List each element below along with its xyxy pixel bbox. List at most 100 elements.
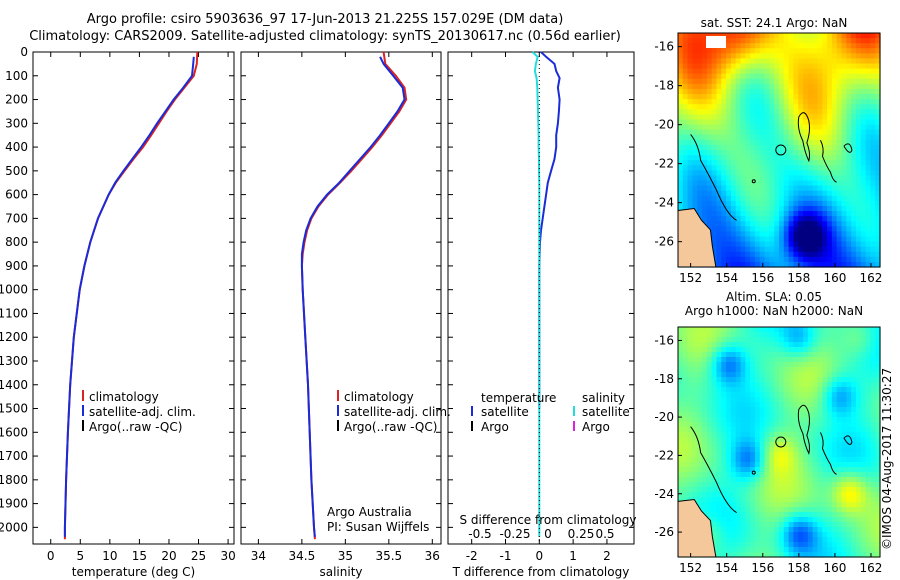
sla-map-cell: [841, 537, 847, 543]
sla-map-cell: [865, 447, 871, 453]
sla-map-cell: [831, 442, 838, 448]
sla-map-cell: [759, 462, 766, 468]
sla-map-cell: [827, 537, 833, 543]
sst-map-cell: [692, 78, 698, 85]
sla-map-cell: [745, 497, 751, 503]
sla-map-cell: [769, 402, 775, 408]
sst-map-cell: [817, 180, 823, 187]
sla-map-cell: [745, 342, 751, 348]
sla-map-cell: [740, 372, 746, 378]
temperature-profile-xtick-label: 5: [76, 549, 84, 563]
sst-map-cell: [711, 190, 718, 197]
sla-map-cell: [793, 462, 799, 468]
sla-map-cell: [841, 547, 847, 553]
sst-map-cell: [793, 129, 799, 136]
sla-map-cell: [735, 402, 742, 408]
sla-map-cell: [759, 362, 766, 368]
sla-map-cell: [798, 347, 804, 353]
sst-map-cell: [735, 185, 742, 192]
sst-map-cell: [841, 53, 847, 60]
sst-map-cell: [807, 241, 814, 248]
sst-map-cell: [711, 58, 718, 65]
sst-map-cell: [822, 124, 828, 131]
sla-map-ytick-label: -20: [654, 410, 674, 424]
sst-map-cell: [822, 236, 828, 243]
sla-map-cell: [687, 352, 694, 358]
sst-map-cell: [697, 190, 703, 197]
sst-map-cell: [711, 236, 718, 243]
sla-map-cell: [697, 362, 703, 368]
sst-map-cell: [750, 68, 756, 75]
sst-map-cell: [759, 170, 766, 177]
sst-map-cell: [779, 200, 785, 207]
sst-map-cell: [682, 119, 689, 126]
sla-map-cell: [697, 367, 703, 373]
sst-map-cell: [803, 236, 809, 243]
sla-map-cell: [798, 492, 804, 498]
sla-map-cell: [687, 332, 694, 338]
sla-map-cell: [827, 507, 833, 513]
sla-map-cell: [803, 407, 809, 413]
sla-map-cell: [865, 462, 871, 468]
sla-map-cell: [730, 492, 737, 498]
sla-map-cell: [735, 507, 742, 513]
sst-map-cell: [822, 94, 828, 100]
sla-map-cell: [851, 372, 857, 378]
sla-map-cell: [783, 517, 790, 523]
sst-map-cell: [692, 68, 698, 75]
sla-map-cell: [745, 492, 751, 498]
sla-map-cell: [875, 462, 881, 468]
sla-map-cell: [783, 397, 790, 403]
sst-map-cell: [822, 190, 828, 197]
sla-map-cell: [716, 467, 722, 473]
sla-map-cell: [807, 372, 814, 378]
sst-map-cell: [682, 129, 689, 136]
sst-map-cell: [875, 33, 881, 39]
sst-map-cell: [817, 190, 823, 197]
sla-map-cell: [711, 467, 718, 473]
sst-map-cell: [697, 53, 703, 60]
sst-map-cell: [754, 170, 761, 177]
sla-map-cell: [841, 432, 847, 438]
sla-map-cell: [870, 522, 876, 528]
sst-map-cell: [831, 78, 838, 85]
sst-map-cell: [803, 165, 809, 171]
sla-map-cell: [841, 552, 847, 558]
sla-map-cell: [851, 387, 857, 393]
sla-map-cell: [750, 352, 756, 358]
sla-map-cell: [678, 472, 684, 478]
sla-map-cell: [678, 427, 684, 433]
sst-map-cell: [692, 195, 698, 202]
sst-map-cell: [783, 216, 790, 222]
sst-map-cell: [730, 33, 737, 39]
sst-map-cell: [764, 58, 770, 65]
sla-map-cell: [855, 397, 862, 403]
sst-map-cell: [841, 211, 847, 217]
sst-map-cell: [803, 144, 809, 151]
sst-map-cell: [851, 58, 857, 65]
sst-map-cell: [692, 124, 698, 131]
sla-map-cell: [831, 517, 838, 523]
sla-map-cell: [788, 367, 795, 373]
sst-map-cell: [807, 109, 814, 115]
sst-map-cell: [711, 180, 718, 187]
sla-map-cell: [721, 537, 727, 543]
sst-map-cell: [870, 256, 876, 263]
sla-map-cell: [774, 392, 780, 398]
sla-map-cell: [764, 547, 770, 553]
sst-map-cell: [793, 241, 799, 248]
sla-map-cell: [798, 517, 804, 523]
sst-map-cell: [711, 109, 718, 115]
sst-map-cell: [783, 43, 790, 49]
sla-map-cell: [807, 537, 814, 543]
sla-map-cell: [846, 337, 852, 343]
sst-map-cell: [860, 139, 867, 146]
sst-map-cell: [875, 68, 881, 75]
sla-map-cell: [740, 507, 746, 513]
sst-map-cell: [793, 185, 799, 192]
sst-map-cell: [769, 150, 775, 156]
sla-map-cell: [836, 492, 843, 498]
sla-map-cell: [711, 477, 718, 483]
sst-map-cell: [855, 124, 862, 131]
sla-map-cell: [730, 342, 737, 348]
